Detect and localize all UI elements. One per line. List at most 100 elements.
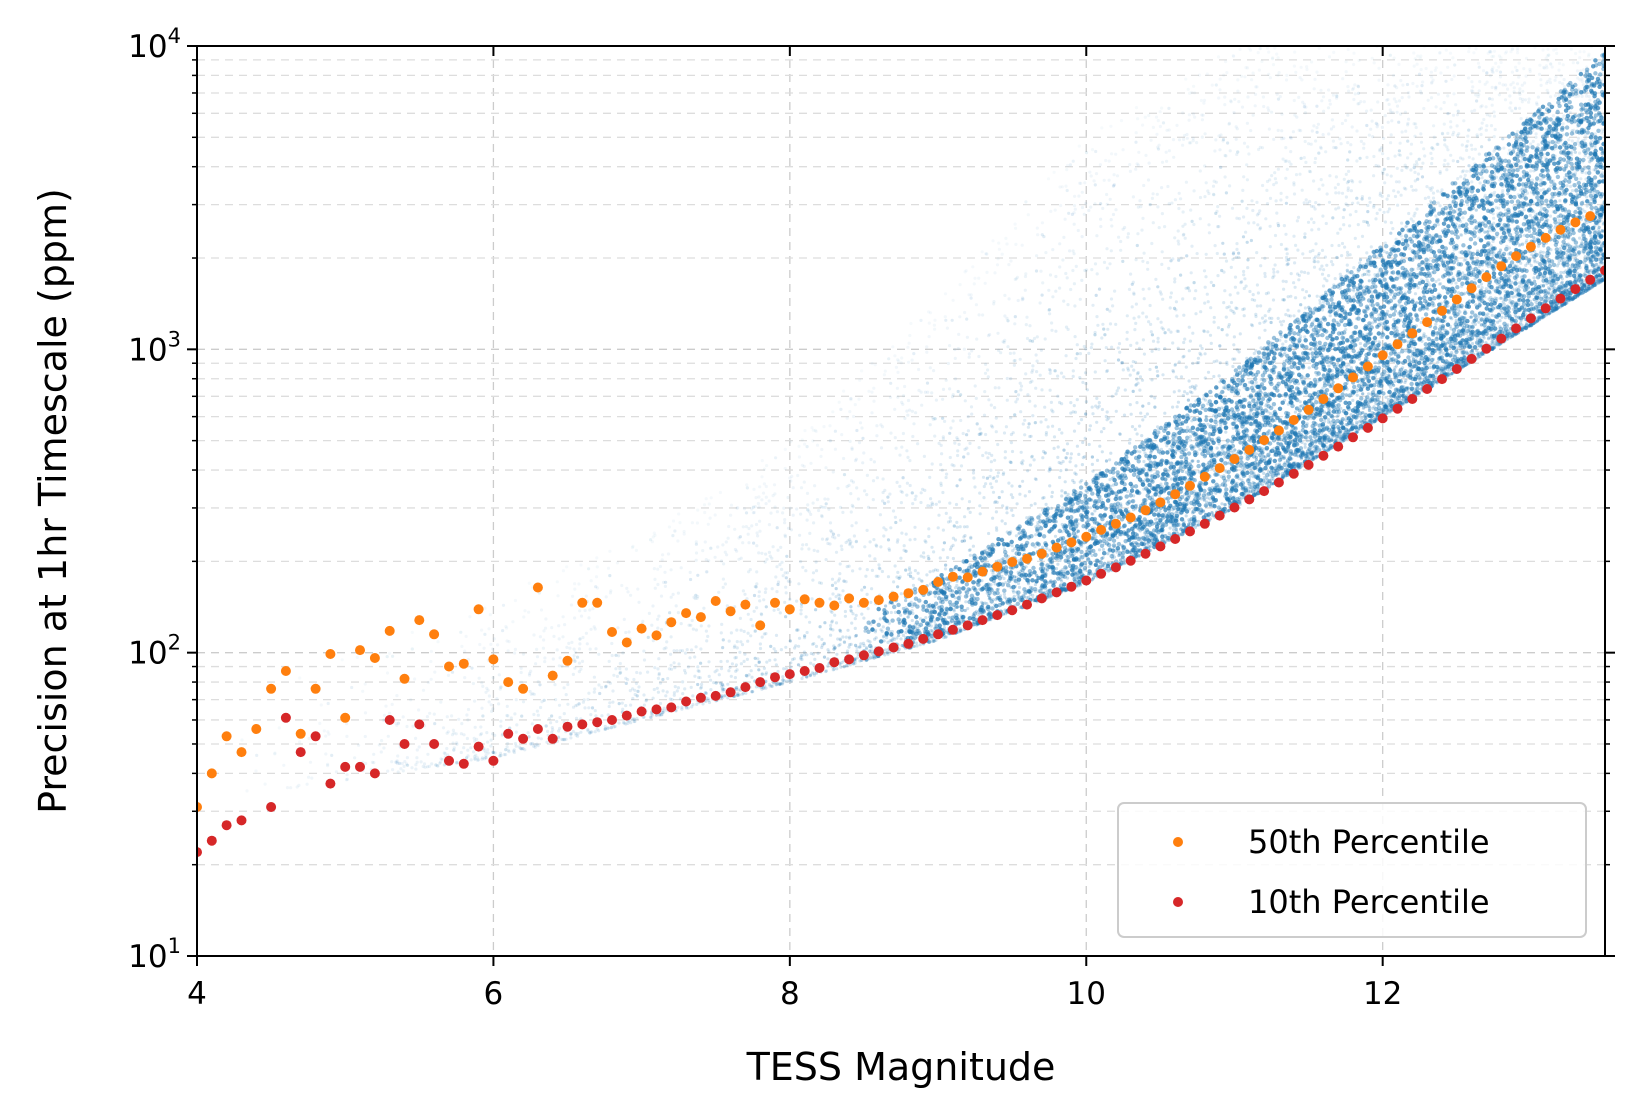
background-point: [1233, 275, 1238, 279]
background-point: [477, 676, 481, 680]
background-point: [999, 351, 1003, 355]
background-point: [775, 565, 779, 569]
background-point: [1001, 504, 1005, 508]
background-point: [1514, 65, 1518, 69]
background-point: [1446, 148, 1450, 152]
background-point: [672, 661, 676, 665]
background-point: [665, 640, 669, 644]
background-point: [1401, 366, 1405, 370]
background-point: [1010, 508, 1014, 512]
background-point: [1258, 321, 1262, 325]
background-point: [924, 616, 928, 620]
background-point: [686, 665, 691, 669]
background-point: [1301, 423, 1305, 427]
background-point: [558, 726, 562, 731]
background-point: [1045, 516, 1049, 520]
background-point: [853, 626, 857, 631]
background-point: [1060, 586, 1064, 590]
background-point: [1121, 368, 1125, 372]
background-point: [1017, 585, 1022, 590]
background-point: [425, 715, 429, 719]
background-point: [655, 686, 659, 690]
background-point: [609, 589, 613, 593]
background-point: [1243, 277, 1247, 281]
background-point: [1423, 154, 1427, 158]
background-point: [1133, 328, 1137, 332]
background-point: [1464, 359, 1468, 364]
background-point: [1051, 424, 1055, 428]
background-point: [607, 704, 611, 709]
background-point: [772, 608, 776, 612]
background-point: [1535, 212, 1539, 216]
background-point: [1025, 315, 1029, 319]
background-point: [1320, 442, 1324, 446]
background-point: [842, 389, 846, 393]
background-point: [986, 334, 991, 338]
background-point: [1531, 139, 1535, 143]
background-point: [1574, 51, 1578, 56]
background-point: [673, 666, 677, 670]
background-point: [546, 729, 550, 734]
background-point: [1436, 201, 1440, 205]
background-point: [666, 676, 670, 681]
background-point: [396, 754, 400, 758]
background-point: [1419, 132, 1423, 136]
background-point: [1198, 351, 1202, 355]
background-point: [872, 656, 877, 660]
background-point: [491, 707, 495, 711]
background-point: [908, 538, 912, 542]
background-point: [809, 461, 813, 465]
background-point: [928, 475, 932, 479]
background-point: [1232, 54, 1236, 58]
background-point: [1600, 230, 1604, 234]
background-point: [1527, 97, 1531, 101]
background-point: [1151, 125, 1155, 129]
background-point: [840, 433, 844, 437]
background-point: [1163, 347, 1167, 351]
background-point: [481, 684, 485, 689]
background-point: [879, 628, 883, 632]
background-point: [1439, 107, 1443, 111]
background-point: [1002, 592, 1007, 596]
background-point: [571, 672, 576, 677]
background-point: [761, 491, 766, 495]
background-point: [1260, 316, 1265, 320]
background-point: [1530, 178, 1534, 182]
background-point: [755, 582, 759, 586]
background-point: [622, 721, 626, 725]
background-point: [886, 640, 890, 645]
background-point: [1284, 159, 1288, 163]
background-point: [1003, 338, 1007, 342]
background-point: [1378, 208, 1382, 212]
background-point: [1060, 402, 1064, 406]
background-point: [982, 484, 986, 489]
background-point: [1438, 356, 1442, 360]
background-point: [1377, 340, 1381, 344]
background-point: [1284, 78, 1289, 82]
background-point: [1063, 217, 1067, 221]
background-point: [991, 239, 995, 243]
background-point: [1199, 425, 1203, 429]
background-point: [995, 263, 1000, 267]
background-point: [1396, 203, 1400, 207]
background-point: [1380, 146, 1384, 150]
background-point: [1203, 132, 1207, 136]
background-point: [1228, 293, 1232, 297]
background-point: [1194, 289, 1198, 293]
background-point: [1181, 143, 1185, 147]
background-point: [789, 440, 793, 444]
background-point: [828, 424, 832, 428]
background-point: [441, 726, 446, 730]
background-point: [870, 361, 874, 366]
background-point: [1011, 588, 1015, 593]
background-point: [1258, 47, 1263, 51]
background-point: [1156, 205, 1160, 209]
background-point: [1263, 274, 1267, 279]
background-point: [1172, 155, 1176, 159]
background-point: [1094, 404, 1098, 408]
background-point: [545, 740, 549, 744]
background-point: [615, 674, 620, 679]
background-point: [783, 518, 787, 522]
background-point: [886, 575, 891, 579]
background-point: [998, 594, 1003, 598]
